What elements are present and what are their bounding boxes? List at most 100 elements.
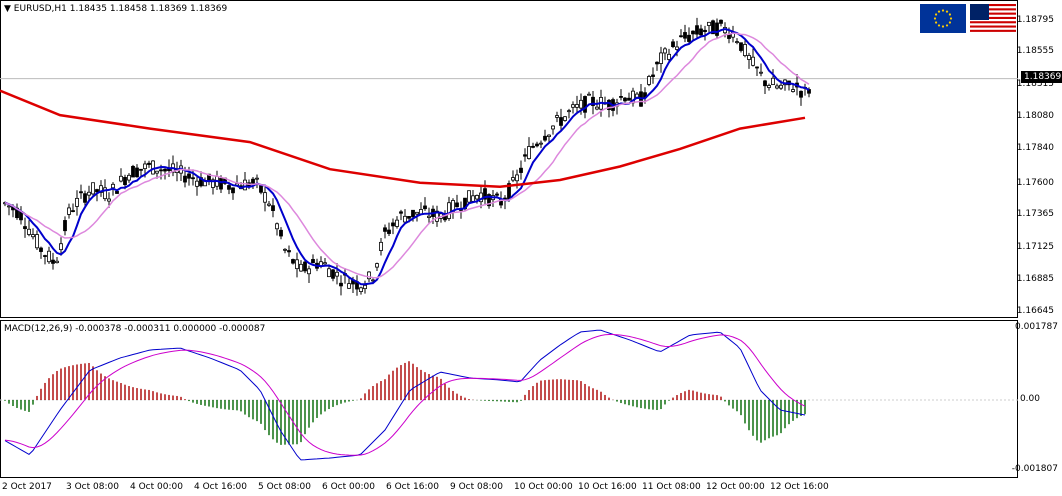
candle-body (103, 187, 107, 200)
candle-body (327, 268, 331, 278)
candle-body (427, 215, 431, 218)
flag-star (937, 10, 941, 13)
candle-body (39, 247, 43, 252)
candle-body (135, 167, 139, 178)
candle-body (147, 162, 151, 165)
candle-body (259, 185, 263, 193)
time-tick-label: 10 Oct 00:00 (514, 482, 573, 492)
candle-body (295, 259, 299, 270)
candle-body (95, 189, 99, 193)
candle-body (123, 177, 127, 186)
candle-body (79, 191, 83, 194)
us-flag-icon (970, 4, 1016, 33)
candle-body (7, 205, 11, 208)
price-tick-label: 1.18795 (1016, 15, 1054, 25)
collapse-arrow-icon[interactable]: ▼ (4, 4, 11, 14)
candle-body (311, 259, 315, 264)
candle-body (595, 106, 599, 110)
candle-body (495, 193, 499, 196)
price-tick-label: 1.17125 (1016, 242, 1054, 252)
flag-star (949, 17, 953, 20)
candle-body (335, 271, 339, 277)
candle-body (287, 250, 291, 253)
candle-body (111, 183, 115, 189)
candle-body (799, 90, 803, 98)
candle-body (751, 56, 755, 66)
candle-body (387, 229, 391, 234)
candle-body (703, 29, 707, 32)
candle-body (659, 52, 663, 64)
candle-body (75, 197, 79, 207)
candle-body (579, 99, 583, 109)
candle-body (587, 93, 591, 96)
candle-body (411, 209, 415, 218)
signal-line (4, 334, 806, 456)
candle-body (403, 215, 407, 223)
candle-body (367, 271, 371, 280)
candle-body (763, 80, 767, 87)
candle-body (99, 185, 103, 193)
candle-body (583, 96, 587, 113)
macd-header: MACD(12,26,9) -0.000378 -0.000311 0.0000… (4, 324, 266, 334)
price-chart-canvas[interactable] (0, 0, 1018, 318)
candle-body (571, 104, 575, 108)
us-stripes (970, 4, 1016, 33)
candle-body (707, 21, 711, 26)
candle-body (211, 179, 215, 188)
candle-body (151, 160, 155, 175)
candle-body (619, 96, 623, 98)
candle-body (231, 187, 235, 194)
candle-body (155, 170, 159, 174)
symbol-info: EURUSD,H1 1.18435 1.18458 1.18369 1.1836… (13, 4, 228, 14)
fast-ma-line (4, 27, 810, 286)
macd-histogram (4, 361, 806, 445)
flag-star (934, 13, 938, 16)
candle-body (567, 110, 571, 113)
candle-body (679, 35, 683, 38)
candle-body (555, 115, 559, 118)
price-tick-label: 1.18315 (1016, 79, 1054, 89)
candle-body (747, 55, 751, 60)
price-tick-label: 1.18080 (1016, 111, 1054, 121)
time-tick-label: 4 Oct 16:00 (194, 482, 247, 492)
slow-ma-line (0, 89, 806, 189)
flag-star (948, 13, 952, 16)
candle-body (251, 178, 255, 184)
candle-body (263, 192, 267, 203)
candle-body (255, 177, 259, 180)
time-tick-label: 4 Oct 00:00 (130, 482, 183, 492)
time-tick-label: 9 Oct 08:00 (450, 482, 503, 492)
flag-stripe (970, 4, 1016, 7)
candle-body (519, 167, 523, 173)
flag-star (941, 9, 945, 12)
time-tick-label: 12 Oct 16:00 (770, 482, 829, 492)
candle-body (695, 25, 699, 35)
price-tick-label: 1.17600 (1016, 178, 1054, 188)
candle-body (267, 203, 271, 206)
candle-body (471, 195, 475, 202)
candle-body (543, 135, 547, 141)
candle-body (667, 53, 671, 60)
candle-body (523, 154, 527, 157)
flag-star (945, 24, 949, 27)
candle-body (531, 145, 535, 148)
candles-group (3, 17, 811, 296)
candle-body (687, 34, 691, 42)
macd-line (4, 329, 806, 461)
macd-canvas[interactable] (0, 320, 1018, 478)
candle-body (711, 20, 715, 35)
candle-body (131, 165, 135, 178)
candle-body (435, 210, 439, 222)
candle-body (675, 46, 679, 50)
candle-body (227, 185, 231, 190)
candle-body (347, 283, 351, 289)
candle-body (291, 259, 295, 264)
candle-body (51, 259, 55, 264)
candle-body (727, 34, 731, 39)
time-tick-label: 5 Oct 08:00 (258, 482, 311, 492)
price-chart-panel[interactable] (0, 0, 1018, 318)
flag-stripe (970, 21, 1016, 24)
candle-body (575, 104, 579, 108)
price-tick-label: 1.17840 (1016, 143, 1054, 153)
eu-flag-icon (920, 4, 966, 33)
